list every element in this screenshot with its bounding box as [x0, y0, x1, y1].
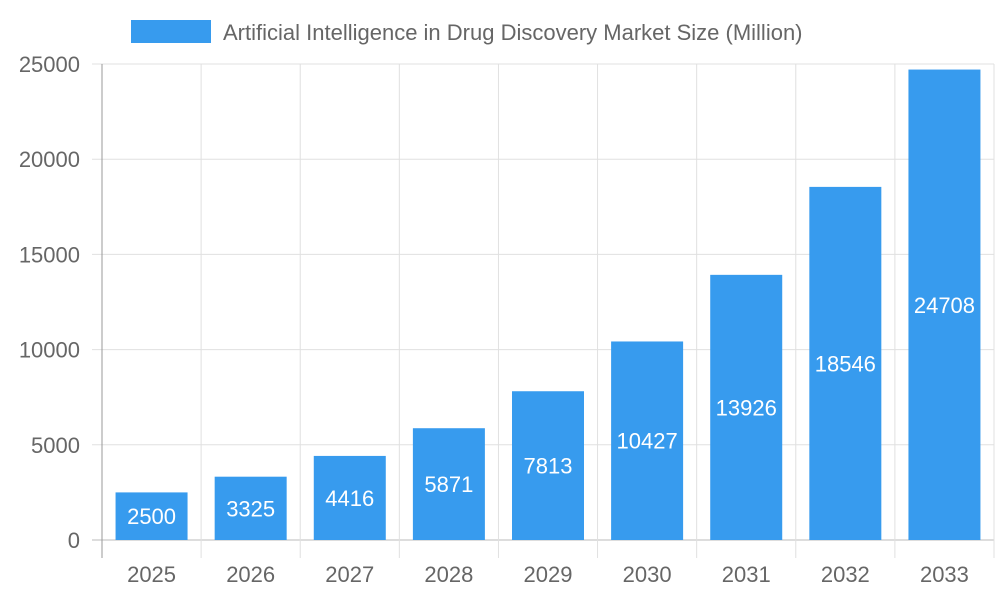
- y-tick-label: 25000: [19, 52, 80, 77]
- x-tick-label: 2026: [226, 562, 275, 587]
- data-label: 24708: [914, 293, 975, 318]
- x-tick-label: 2028: [424, 562, 473, 587]
- legend[interactable]: Artificial Intelligence in Drug Discover…: [131, 20, 803, 45]
- x-tick-label: 2033: [920, 562, 969, 587]
- bar[interactable]: [710, 274, 783, 540]
- bar[interactable]: [908, 69, 981, 540]
- y-axis: 0 5000 10000 15000 20000 25000: [19, 52, 80, 553]
- y-tick-label: 10000: [19, 338, 80, 363]
- bar[interactable]: [611, 341, 684, 540]
- x-tick-label: 2032: [821, 562, 870, 587]
- bar[interactable]: [412, 428, 485, 540]
- x-tick-label: 2025: [127, 562, 176, 587]
- bar[interactable]: [313, 455, 386, 540]
- data-label: 5871: [424, 472, 473, 497]
- bar[interactable]: [115, 492, 188, 540]
- y-tick-label: 0: [68, 528, 80, 553]
- data-label: 7813: [524, 454, 573, 479]
- data-label: 4416: [325, 486, 374, 511]
- y-tick-label: 5000: [31, 433, 80, 458]
- bar[interactable]: [214, 476, 287, 540]
- x-tick-label: 2030: [623, 562, 672, 587]
- data-label: 18546: [815, 351, 876, 376]
- y-tick-label: 15000: [19, 242, 80, 267]
- x-tick-label: 2029: [524, 562, 573, 587]
- legend-label: Artificial Intelligence in Drug Discover…: [223, 20, 803, 45]
- x-tick-label: 2031: [722, 562, 771, 587]
- x-axis: 2025 2026 2027 2028 2029 2030 2031 2032 2033: [127, 562, 969, 587]
- x-tick-label: 2027: [325, 562, 374, 587]
- data-label: 10427: [617, 429, 678, 454]
- bar[interactable]: [512, 391, 584, 540]
- data-label: 13926: [716, 395, 777, 420]
- bar[interactable]: [809, 186, 882, 540]
- data-label: 2500: [127, 504, 176, 529]
- bars: 2500 3325 4416 5871 7813 10427 13926 18546 24708: [115, 69, 981, 540]
- legend-swatch: [131, 20, 211, 43]
- y-tick-label: 20000: [19, 147, 80, 172]
- data-label: 3325: [226, 496, 275, 521]
- grid: [92, 63, 995, 558]
